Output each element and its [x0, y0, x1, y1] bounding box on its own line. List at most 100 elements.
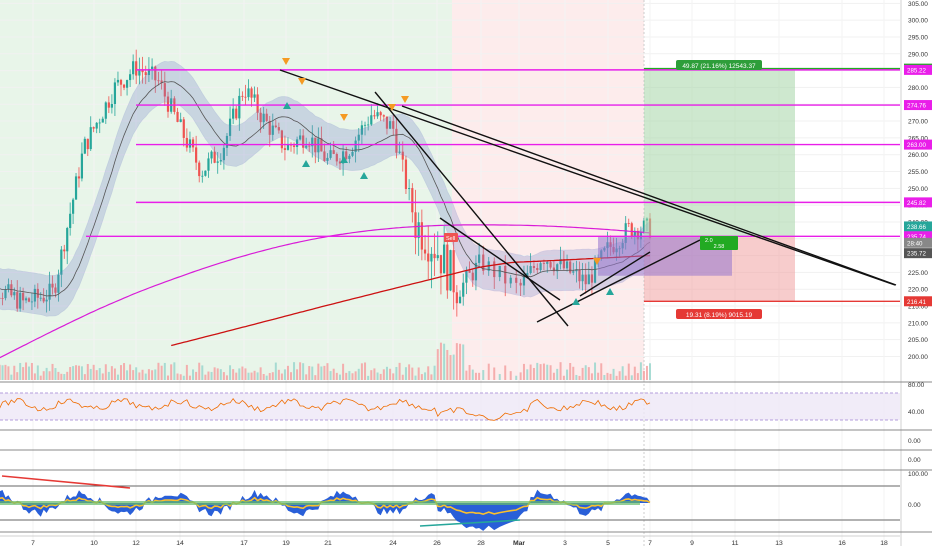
volume-bar [379, 373, 382, 380]
sell-marker: Sell [444, 233, 458, 242]
candle-body [286, 144, 290, 150]
volume-bar [89, 368, 92, 380]
candle-body [376, 112, 379, 117]
volume-bar [101, 373, 104, 380]
volume-bar [395, 366, 398, 380]
up-triangle-marker [606, 288, 614, 295]
volume-bar [42, 371, 45, 380]
candle-body [452, 250, 455, 293]
price-level-label: 28:40 [907, 240, 923, 247]
entry-label-a: 2.0 [705, 238, 713, 244]
candle-body [446, 244, 449, 291]
volume-bar [166, 375, 169, 380]
candle-body [125, 80, 129, 88]
volume-bar [487, 363, 490, 380]
price-level-badge [904, 64, 932, 75]
volume-bar [241, 366, 244, 380]
rsi-line [0, 398, 651, 421]
price-level-badge [904, 197, 932, 208]
trend-line [579, 251, 651, 297]
candle-body [317, 138, 320, 153]
volume-bar [509, 371, 512, 380]
volume-bar [493, 367, 496, 380]
candles-group [0, 49, 652, 317]
volume-bar [98, 368, 101, 380]
down-triangle-marker [298, 78, 306, 85]
candle-body [207, 158, 210, 171]
volume-bar [581, 367, 584, 380]
candle-body [1, 298, 4, 299]
candle-body [299, 135, 302, 140]
price-tick-label: 210.00 [908, 320, 928, 327]
volume-bar [54, 368, 57, 380]
volume-bar [427, 366, 430, 380]
rsi-band [0, 393, 900, 420]
volume-bar [274, 362, 277, 380]
candle-body [144, 72, 147, 76]
volume-bar [39, 375, 42, 380]
candle-body [16, 292, 19, 309]
volume-bar [126, 370, 129, 380]
volume-bar [229, 365, 232, 380]
candle-body [141, 69, 144, 73]
candle-body [24, 298, 28, 301]
candle-body [129, 74, 132, 81]
candle-body [458, 296, 462, 304]
candle-body [593, 258, 597, 283]
price-tick-label: 290.00 [908, 51, 928, 58]
candle-body [213, 151, 216, 163]
volume-bar [549, 365, 552, 380]
volume-bar [293, 362, 296, 380]
candle-body [185, 137, 188, 148]
target-label: 49.87 (21.16%) 12543.37 [682, 63, 756, 70]
target-zone [644, 68, 795, 237]
candle-body [80, 153, 84, 179]
up-triangle-marker [360, 172, 368, 179]
volume-bar [250, 372, 253, 380]
candle-body [71, 199, 75, 214]
volume-bar [600, 363, 603, 380]
volume-bar [357, 368, 360, 380]
volume-bar [360, 363, 363, 380]
candle-body [639, 231, 642, 240]
volume-bar [163, 362, 166, 380]
candle-body [584, 274, 587, 285]
volume-bar [351, 373, 354, 380]
candle-body [627, 223, 630, 225]
volume-bar [382, 369, 385, 380]
candle-body [498, 265, 501, 278]
candle-body [198, 162, 201, 177]
volume-bar [195, 371, 198, 380]
candle-body [179, 119, 182, 122]
price-level-badge [904, 100, 932, 111]
volume-bar [542, 363, 545, 380]
time-tick-label: 5 [606, 540, 610, 547]
trend-line [536, 239, 701, 323]
price-tick-label: 205.00 [908, 337, 928, 344]
candle-body [36, 288, 39, 298]
volume-bar [642, 370, 645, 380]
volume-bar [389, 368, 392, 380]
price-tick-label: 270.00 [908, 119, 928, 126]
volume-bar [113, 368, 116, 380]
volume-bar [373, 368, 376, 380]
volume-bar [639, 362, 642, 380]
candle-body [433, 253, 436, 259]
volume-bar [474, 372, 477, 380]
volume-bar [110, 366, 113, 380]
down-triangle-marker [593, 258, 601, 265]
candle-body [642, 220, 646, 232]
price-level-label: 238.66 [907, 224, 926, 231]
candle-body [478, 254, 481, 263]
time-tick-label: 7 [648, 540, 652, 547]
candle-body [575, 269, 578, 272]
candle-body [204, 170, 207, 176]
candle-body [33, 288, 36, 302]
candle-body [351, 151, 354, 156]
candle-body [305, 145, 308, 148]
candle-body [388, 121, 392, 129]
candle-body [132, 61, 135, 75]
volume-bar [414, 375, 417, 380]
down-triangle-marker [401, 96, 409, 103]
